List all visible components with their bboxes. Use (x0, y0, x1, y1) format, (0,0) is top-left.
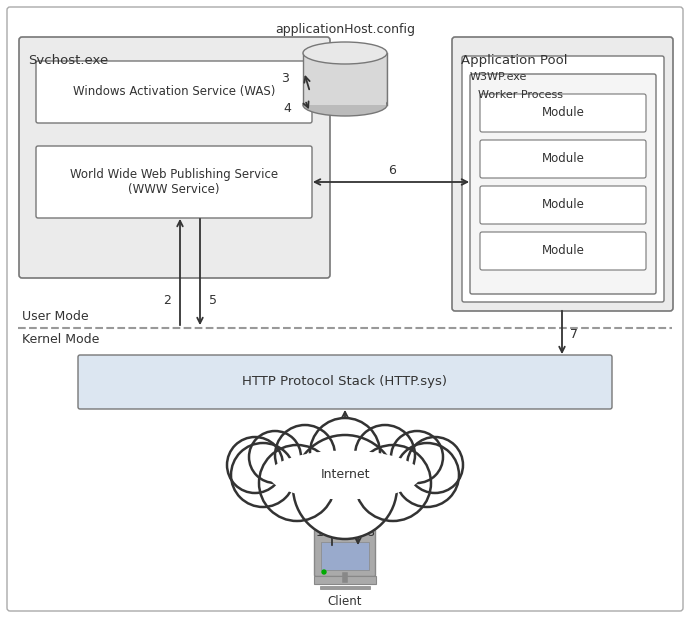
Circle shape (231, 443, 295, 507)
Circle shape (275, 425, 335, 485)
Circle shape (259, 445, 335, 521)
FancyBboxPatch shape (470, 74, 656, 294)
Text: Internet: Internet (320, 468, 370, 481)
Circle shape (293, 435, 397, 539)
Text: applicationHost.config: applicationHost.config (275, 23, 415, 36)
Bar (321, 542, 369, 570)
FancyBboxPatch shape (480, 232, 646, 270)
FancyBboxPatch shape (36, 146, 312, 218)
Text: Kernel Mode: Kernel Mode (22, 333, 99, 346)
Circle shape (227, 437, 283, 493)
Circle shape (249, 431, 301, 483)
Circle shape (355, 425, 415, 485)
Text: Worker Process: Worker Process (478, 90, 563, 100)
Bar (314, 576, 376, 584)
FancyBboxPatch shape (78, 355, 612, 409)
Text: 3: 3 (281, 72, 289, 85)
Text: Application Pool: Application Pool (461, 54, 567, 67)
FancyBboxPatch shape (452, 37, 673, 311)
FancyBboxPatch shape (462, 56, 664, 302)
Text: 4: 4 (283, 102, 291, 115)
FancyBboxPatch shape (36, 61, 312, 123)
Text: Module: Module (542, 107, 584, 120)
Text: HTTP Protocol Stack (HTTP.sys): HTTP Protocol Stack (HTTP.sys) (242, 376, 448, 389)
Circle shape (391, 431, 443, 483)
Text: User Mode: User Mode (22, 310, 88, 323)
Ellipse shape (269, 450, 421, 500)
Text: Svchost.exe: Svchost.exe (28, 54, 108, 67)
Ellipse shape (303, 94, 387, 116)
Text: 6: 6 (388, 164, 396, 176)
Bar (303, 53, 387, 105)
FancyBboxPatch shape (19, 37, 330, 278)
Text: W3WP.exe: W3WP.exe (470, 72, 527, 82)
FancyBboxPatch shape (480, 140, 646, 178)
FancyBboxPatch shape (315, 529, 375, 576)
Circle shape (407, 437, 463, 493)
Text: 7: 7 (570, 328, 578, 341)
Circle shape (355, 445, 431, 521)
Text: 5: 5 (209, 294, 217, 307)
Text: Client: Client (328, 595, 362, 608)
Circle shape (310, 418, 380, 488)
Bar (320, 586, 370, 589)
FancyBboxPatch shape (480, 94, 646, 132)
Text: Module: Module (542, 199, 584, 212)
Ellipse shape (303, 42, 387, 64)
Text: 2: 2 (163, 294, 171, 307)
Circle shape (322, 570, 326, 574)
Text: Windows Activation Service (WAS): Windows Activation Service (WAS) (73, 86, 275, 99)
Text: World Wide Web Publishing Service
(WWW Service): World Wide Web Publishing Service (WWW S… (70, 168, 278, 196)
Text: Module: Module (542, 152, 584, 165)
FancyBboxPatch shape (7, 7, 683, 611)
Circle shape (395, 443, 459, 507)
FancyBboxPatch shape (480, 186, 646, 224)
Text: Module: Module (542, 244, 584, 257)
Text: 1: 1 (316, 526, 324, 539)
Bar (304, 53, 386, 105)
Text: 8: 8 (366, 526, 374, 539)
